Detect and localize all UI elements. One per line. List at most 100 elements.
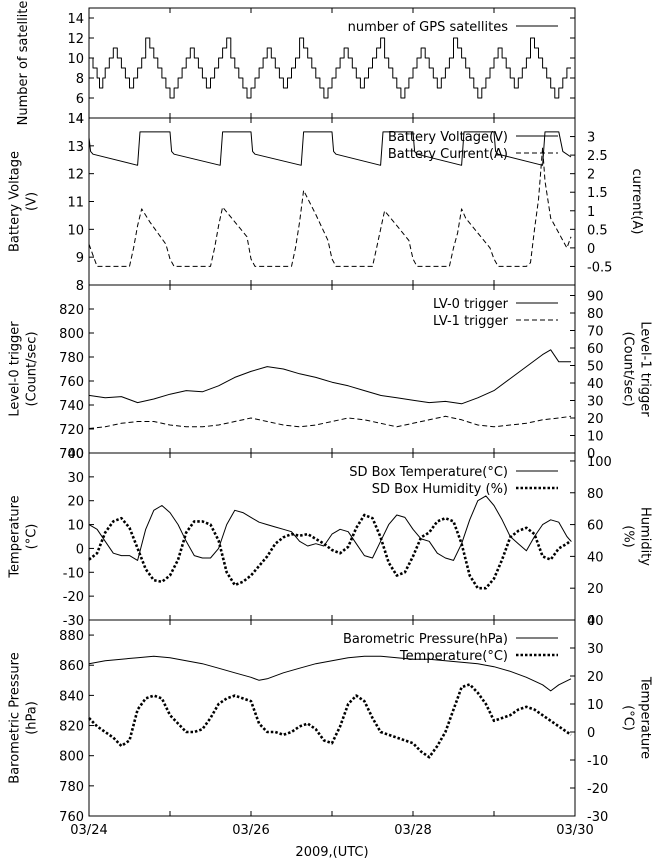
panel-3-ytick-label-left-4: 10	[67, 519, 84, 534]
panel-1-ytick-label-right-7: 3	[587, 131, 595, 146]
panel-3-ytick-label-left-5: 20	[67, 495, 84, 510]
panel-3: -30-20-10010203040020406080100Temperatur…	[8, 447, 653, 629]
panel-1-ylabel-left-line-1: (V)	[25, 192, 40, 211]
panel-1-ytick-label-left-0: 8	[76, 279, 84, 294]
panel-3-ylabel-right-line-1: (%)	[621, 525, 636, 548]
panel-1-ylabel-left: Battery Voltage (V)	[8, 151, 40, 252]
panel-4-series-line-0	[88, 655, 572, 692]
panel-2-ytick-label-right-2: 20	[587, 412, 604, 427]
panel-1-ytick-label-right-4: 1.5	[587, 186, 608, 201]
panel-1-ytick-label-left-6: 14	[67, 112, 84, 127]
panel-0-ytick-label-left-1: 6	[76, 92, 84, 107]
panel-2-series-line-0	[88, 349, 571, 405]
panel-1-ytick-label-right-0: -0.5	[587, 260, 612, 275]
panel-2-ytick-label-right-7: 70	[587, 325, 604, 340]
x-tick-label-1: 03/26	[232, 823, 269, 838]
panel-4-ylabel-right: Temperature(°C)	[621, 676, 653, 759]
panel-2-ytick-label-left-5: 800	[59, 327, 84, 342]
panel-0: 4 6 8 10 12 14 Number of satellite number of GP…	[16, 1, 576, 127]
panel-4-ytick-label-left-5: 860	[59, 659, 84, 674]
panel-4-ytick-label-right-1: -20	[587, 782, 608, 797]
panel-3-ytick-label-right-4: 80	[587, 487, 604, 502]
panel-2-ytick-label-right-6: 60	[587, 342, 604, 357]
panel-3-ytick-label-left-2: -10	[63, 566, 84, 581]
panel-0-ytick-label-left-0: 4	[76, 112, 84, 127]
panel-3-ytick-label-left-1: -20	[63, 590, 84, 605]
x-axis-label: 2009,(UTC)	[295, 845, 368, 858]
panel-1-ytick-label-left-2: 10	[67, 223, 84, 238]
panel-4-ylabel-right-line-0: Temperature	[638, 676, 653, 759]
panel-4-legend-label-0: Barometric Pressure(hPa)	[343, 632, 508, 647]
panel-1-ytick-label-right-6: 2.5	[587, 149, 608, 164]
panel-4-ytick-label-left-3: 820	[59, 720, 84, 735]
panel-4-ytick-label-left-1: 780	[59, 780, 84, 795]
panel-2-ytick-label-right-3: 30	[587, 395, 604, 410]
panel-3-series-line-0	[88, 495, 572, 561]
panel-1: 8 9 10 11 12 13 14 -0.5 0 0.5 1 1.5 2 2.5 3 Battery Vol…	[8, 112, 645, 294]
panel-2-ytick-label-left-3: 760	[59, 375, 84, 390]
panel-3-ylabel-left: Temperature (°C)	[8, 495, 40, 578]
panel-3-ylabel-left-line-0: Temperature	[8, 495, 23, 578]
panel-3-ytick-label-right-1: 20	[587, 582, 604, 597]
panel-3-ytick-label-left-6: 30	[67, 471, 84, 486]
panel-1-ylabel-right-line-0: current(A)	[629, 169, 644, 235]
panel-2-ytick-label-right-1: 10	[587, 430, 604, 445]
panel-1-legend-label-1: Battery Current(A)	[388, 147, 508, 162]
panel-4-ytick-label-left-2: 800	[59, 750, 84, 765]
panel-2-ytick-label-left-6: 820	[59, 303, 84, 318]
panel-0-ytick-label-left-4: 12	[67, 32, 84, 47]
panel-4-ytick-label-left-6: 880	[59, 629, 84, 644]
panel-3-series-line-1	[88, 513, 572, 590]
x-tick-label-3: 03/30	[556, 823, 593, 838]
panel-3-ytick-label-right-3: 60	[587, 519, 604, 534]
panel-3-legend-label-0: SD Box Temperature(°C)	[349, 465, 508, 480]
panel-2-ylabel-left-line-1: (Count/sec)	[25, 331, 40, 406]
panel-4-ytick-label-right-6: 30	[587, 642, 604, 657]
panel-1-series-line-0	[88, 131, 572, 166]
panel-2-ytick-label-right-8: 80	[587, 307, 604, 322]
panel-2-ylabel-right-line-1: (Count/sec)	[621, 331, 636, 406]
panel-0-ytick-label-left-5: 14	[67, 12, 84, 27]
panel-1-ytick-label-right-5: 2	[587, 168, 595, 183]
panel-4-ylabel-left-line-0: Barometric Pressure	[8, 652, 23, 783]
panel-2-ytick-label-right-0: 0	[587, 447, 595, 462]
panel-2-ylabel-left-line-0: Level-0 trigger	[8, 321, 23, 417]
panel-1-ytick-label-right-2: 0.5	[587, 223, 608, 238]
panel-1-legend-label-0: Battery Voltage(V)	[388, 130, 508, 145]
panel-1-ytick-label-right-3: 1	[587, 205, 595, 220]
panel-3-legend-label-1: SD Box Humidity (%)	[372, 482, 508, 497]
panel-2-ytick-label-right-9: 90	[587, 290, 604, 305]
panel-2-ytick-label-left-4: 780	[59, 351, 84, 366]
panel-3-ytick-label-left-3: 0	[76, 542, 84, 557]
x-tick-label-0: 03/24	[70, 823, 107, 838]
panel-1-ytick-label-right-1: 0	[587, 242, 595, 257]
panel-4-ylabel-left-line-1: (hPa)	[25, 701, 40, 735]
panel-3-ylabel-right-line-0: Humidity	[638, 507, 653, 566]
panel-4: 760780800820840860880-30-20-10010203040B…	[8, 614, 653, 825]
panel-3-ylabel-left-line-1: (°C)	[25, 524, 40, 550]
panel-1-ytick-label-left-5: 13	[67, 140, 84, 155]
panel-4-legend-label-1: Temperature(°C)	[399, 649, 508, 664]
panel-4-ytick-label-left-0: 760	[59, 810, 84, 825]
panel-2-legend-label-1: LV-1 trigger	[433, 314, 509, 329]
x-tick-label-2: 03/28	[394, 823, 431, 838]
panel-3-ytick-label-left-7: 40	[67, 447, 84, 462]
panel-4-ytick-label-right-4: 10	[587, 698, 604, 713]
panel-4-ytick-label-right-3: 0	[587, 726, 595, 741]
panel-2-ytick-label-left-2: 740	[59, 399, 84, 414]
panel-3-ytick-label-right-0: 0	[587, 614, 595, 629]
panel-3-ylabel-right: Humidity(%)	[621, 507, 653, 566]
panel-2-series-line-1	[88, 415, 572, 429]
panel-4-ytick-label-right-7: 40	[587, 614, 604, 629]
panel-4-ytick-label-right-2: -10	[587, 754, 608, 769]
panel-1-ytick-label-left-4: 12	[67, 168, 84, 183]
panel-2-ytick-label-right-5: 50	[587, 360, 604, 375]
panel-2: 700 720 740 760 780 800 820 0 10 20 30 40 50 60 70 80 90…	[8, 284, 653, 462]
panel-3-ytick-label-left-0: -30	[63, 614, 84, 629]
panel-1-ytick-label-left-3: 11	[67, 196, 84, 211]
panel-3-ytick-label-right-2: 40	[587, 550, 604, 565]
panel-1-ylabel-left-line-0: Battery Voltage	[8, 151, 23, 252]
panel-0-ylabel-left-line-0: Number of satellite	[16, 1, 31, 126]
